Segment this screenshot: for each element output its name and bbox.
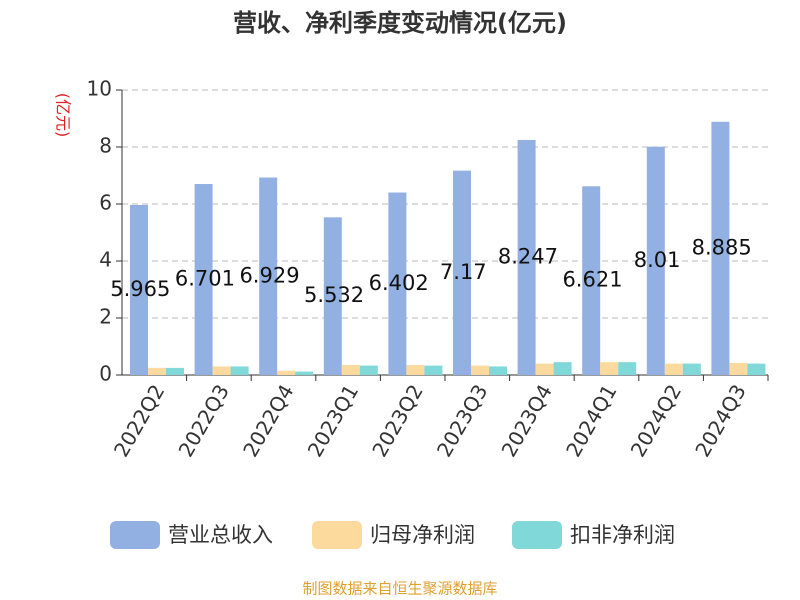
bar xyxy=(618,362,637,375)
chart-title: 营收、净利季度变动情况(亿元) xyxy=(233,9,567,37)
bar xyxy=(489,366,507,375)
bar xyxy=(711,121,730,375)
y-tick-label: 10 xyxy=(87,77,112,101)
y-tick-label: 0 xyxy=(99,362,112,386)
x-tick-label: 2022Q2 xyxy=(109,380,169,461)
bar xyxy=(194,184,213,375)
bar xyxy=(212,366,231,375)
bar xyxy=(166,367,184,375)
x-tick-label: 2024Q2 xyxy=(626,380,686,461)
bar xyxy=(471,365,489,375)
y-tick-label: 8 xyxy=(99,134,112,158)
bar xyxy=(600,362,619,375)
value-label: 6.621 xyxy=(562,268,622,292)
bar xyxy=(148,367,166,375)
bar xyxy=(277,370,296,375)
bar xyxy=(388,192,407,375)
x-tick-label: 2024Q3 xyxy=(690,380,750,461)
x-tick-label: 2023Q1 xyxy=(303,380,363,461)
x-tick-label: 2023Q4 xyxy=(497,380,557,461)
bar xyxy=(341,365,360,375)
bar xyxy=(406,365,425,375)
legend-label: 归母净利润 xyxy=(370,523,475,547)
x-tick-label: 2024Q1 xyxy=(561,380,621,461)
bar xyxy=(553,362,572,375)
x-tick-label: 2022Q4 xyxy=(238,380,298,461)
value-label: 7.17 xyxy=(440,260,487,284)
bar xyxy=(729,363,748,375)
legend-swatch xyxy=(110,521,160,549)
x-tick-label: 2023Q3 xyxy=(432,380,492,461)
x-tick-label: 2023Q2 xyxy=(367,380,427,461)
legend-label: 扣非净利润 xyxy=(570,523,675,547)
bar xyxy=(646,146,665,375)
bar xyxy=(230,366,249,375)
value-label: 6.701 xyxy=(175,267,235,291)
y-tick-label: 2 xyxy=(99,305,112,329)
bar xyxy=(517,139,536,375)
value-label: 5.965 xyxy=(110,277,170,301)
bar xyxy=(130,204,148,375)
x-tick-label: 2022Q3 xyxy=(174,380,234,461)
bar xyxy=(747,363,766,375)
legend-swatch xyxy=(512,521,562,549)
value-label: 8.01 xyxy=(634,248,681,272)
footer: 制图数据来自恒生聚源数据库 xyxy=(302,580,497,598)
bar xyxy=(453,170,471,375)
y-tick-label: 4 xyxy=(99,248,112,272)
bar xyxy=(582,186,601,375)
y-axis-label: (亿元) xyxy=(54,93,73,138)
bar xyxy=(535,363,554,375)
bar xyxy=(359,365,378,375)
bar xyxy=(664,363,683,375)
bar xyxy=(682,363,701,375)
bar xyxy=(424,365,443,375)
bar xyxy=(323,217,342,375)
legend-label: 营业总收入 xyxy=(168,523,273,547)
value-label: 5.532 xyxy=(304,283,364,307)
bar xyxy=(259,177,278,375)
value-label: 8.885 xyxy=(692,235,752,259)
bar xyxy=(295,371,314,375)
legend-swatch xyxy=(312,521,362,549)
value-label: 6.929 xyxy=(239,263,299,287)
y-tick-label: 6 xyxy=(99,191,112,215)
value-label: 6.402 xyxy=(369,271,429,295)
value-label: 8.247 xyxy=(498,244,558,268)
